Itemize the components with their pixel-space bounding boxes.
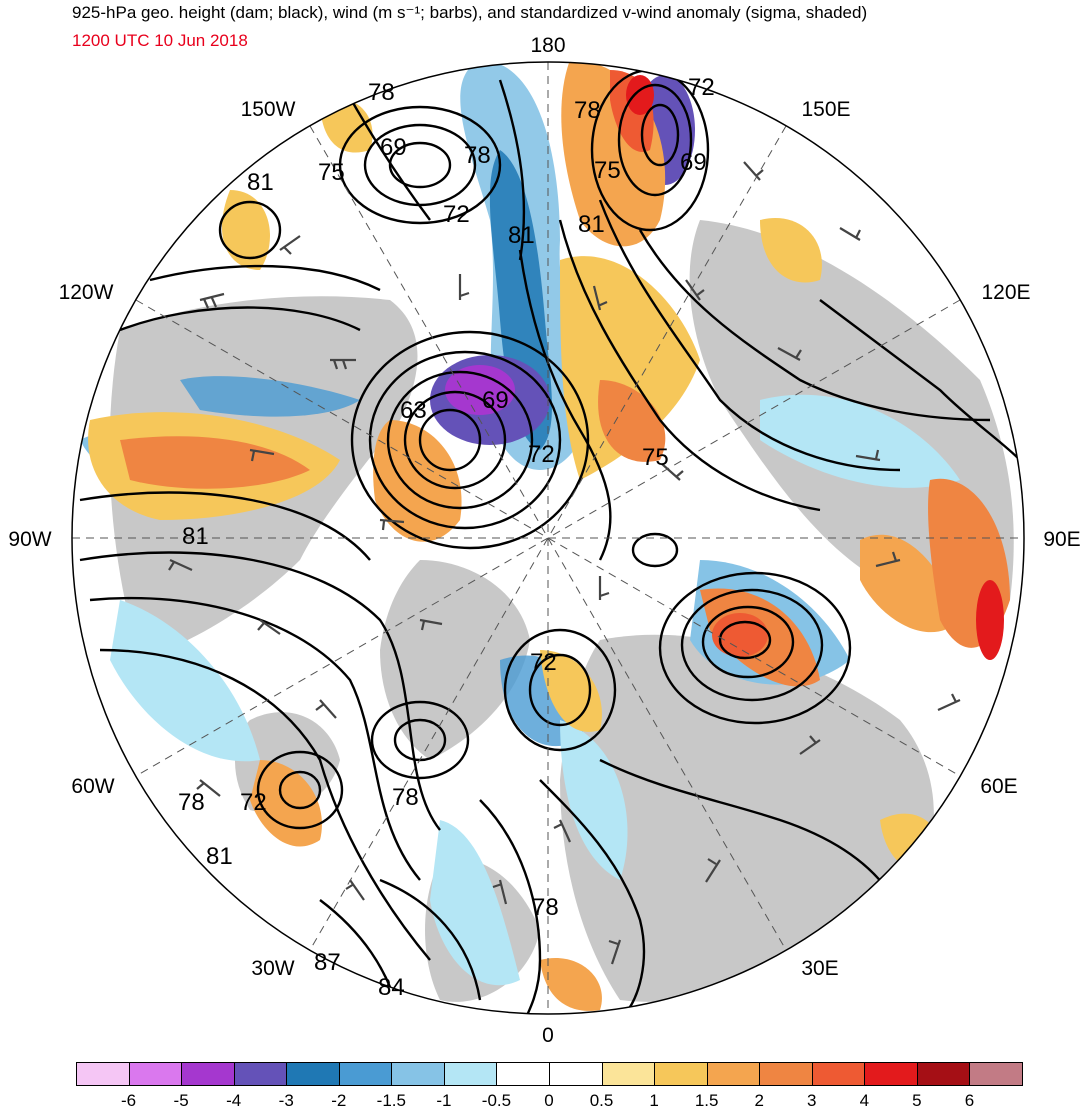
colorbar-swatch (391, 1062, 445, 1086)
contour-label-layer: 78 69 75 81 78 72 81 78 72 75 69 81 63 6… (178, 74, 715, 1001)
colorbar-swatch (864, 1062, 918, 1086)
contour-label: 72 (528, 441, 555, 468)
colorbar-tick-label: 0 (544, 1091, 554, 1110)
colorbar-swatch (496, 1062, 550, 1086)
contour-label: 69 (680, 149, 707, 176)
contour-label: 75 (642, 444, 669, 471)
contour-label: 84 (378, 974, 405, 1001)
colorbar-tick-label: -1 (436, 1091, 452, 1110)
colorbar-swatch (338, 1062, 393, 1086)
valid-time: 1200 UTC 10 Jun 2018 (72, 31, 248, 50)
wind-barbs (139, 161, 961, 965)
lon-label-180: 180 (530, 34, 565, 57)
colorbar-tick-label: -3 (278, 1091, 294, 1110)
colorbar-swatch (286, 1062, 340, 1086)
colorbar-tick-label: 4 (859, 1091, 870, 1110)
colorbar-swatch (601, 1062, 656, 1086)
colorbar-swatch (811, 1062, 866, 1086)
graticule (72, 62, 1024, 1014)
colorbar-swatch (181, 1062, 235, 1086)
contour-label: 72 (688, 74, 715, 101)
colorbar (76, 1062, 1023, 1088)
map-boundary (71, 61, 1025, 1015)
polar-map: 78 69 75 81 78 72 81 78 72 75 69 81 63 6… (8, 34, 1080, 1047)
colorbar-swatch (759, 1062, 813, 1086)
contour-label: 69 (380, 134, 407, 161)
colorbar-tick-label: 0.5 (589, 1091, 614, 1110)
lon-label-120e: 120E (981, 281, 1030, 304)
contour-label: 81 (182, 523, 209, 550)
contour-label: 78 (368, 79, 395, 106)
contour-label: 78 (178, 789, 205, 816)
lon-label-120w: 120W (59, 281, 114, 304)
figure-title: 925-hPa geo. height (dam; black), wind (… (72, 3, 868, 22)
contour-label: 78 (532, 894, 559, 921)
lon-label-0: 0 (542, 1024, 554, 1047)
lon-label-60e: 60E (980, 775, 1017, 798)
colorbar-swatch (128, 1062, 183, 1086)
lon-label-30w: 30W (251, 957, 294, 980)
lon-label-90w: 90W (8, 528, 51, 551)
colorbar-tick-label: 1 (649, 1091, 659, 1110)
contour-label: 72 (530, 649, 557, 676)
colorbar-tick-label: 5 (912, 1091, 922, 1110)
contour-label: 81 (247, 169, 274, 196)
colorbar-tick-label: -2 (331, 1091, 347, 1110)
colorbar-tick-label: -4 (226, 1091, 242, 1110)
contour-label: 75 (594, 157, 621, 184)
height-contours (79, 62, 1021, 1014)
contour-label: 78 (464, 142, 491, 169)
colorbar-swatch (233, 1062, 288, 1086)
lon-label-150e: 150E (801, 98, 850, 121)
colorbar-swatch (706, 1062, 761, 1086)
contour-label: 69 (482, 387, 509, 414)
lon-label-90e: 90E (1043, 528, 1080, 551)
colorbar-tick-label: 1.5 (694, 1091, 719, 1110)
colorbar-tick-label: 6 (964, 1091, 975, 1110)
contour-label: 72 (240, 789, 267, 816)
colorbar-tick-label: -6 (120, 1091, 137, 1110)
colorbar-tick-label: 3 (807, 1091, 817, 1110)
anomaly-shading (80, 62, 1010, 1011)
contour-label: 75 (318, 159, 345, 186)
contour-label: 81 (508, 222, 535, 249)
colorbar-tick-label: -0.5 (481, 1091, 512, 1110)
colorbar-swatch (549, 1062, 603, 1086)
contour-label: 87 (314, 949, 341, 976)
contour-label: 81 (578, 211, 605, 238)
lon-label-60w: 60W (71, 775, 114, 798)
colorbar-swatch (969, 1062, 1023, 1086)
colorbar-swatch (654, 1062, 708, 1086)
colorbar-swatch (916, 1062, 971, 1086)
lon-label-30e: 30E (801, 957, 838, 980)
longitude-label-layer: 180 0 90W 90E 150W 120W 60W 30W 150E 120… (8, 34, 1080, 1047)
colorbar-swatch (76, 1062, 130, 1086)
colorbar-tick-label: 2 (754, 1091, 764, 1110)
colorbar-swatch (443, 1062, 498, 1086)
contour-label: 78 (574, 97, 601, 124)
contour-label: 72 (443, 201, 470, 228)
contour-label: 63 (400, 397, 427, 424)
colorbar-tick-label: -5 (173, 1091, 189, 1110)
colorbar-tick-label: -1.5 (376, 1091, 406, 1110)
contour-label: 81 (206, 843, 233, 870)
lon-label-150w: 150W (241, 98, 296, 121)
contour-label: 78 (392, 784, 419, 811)
